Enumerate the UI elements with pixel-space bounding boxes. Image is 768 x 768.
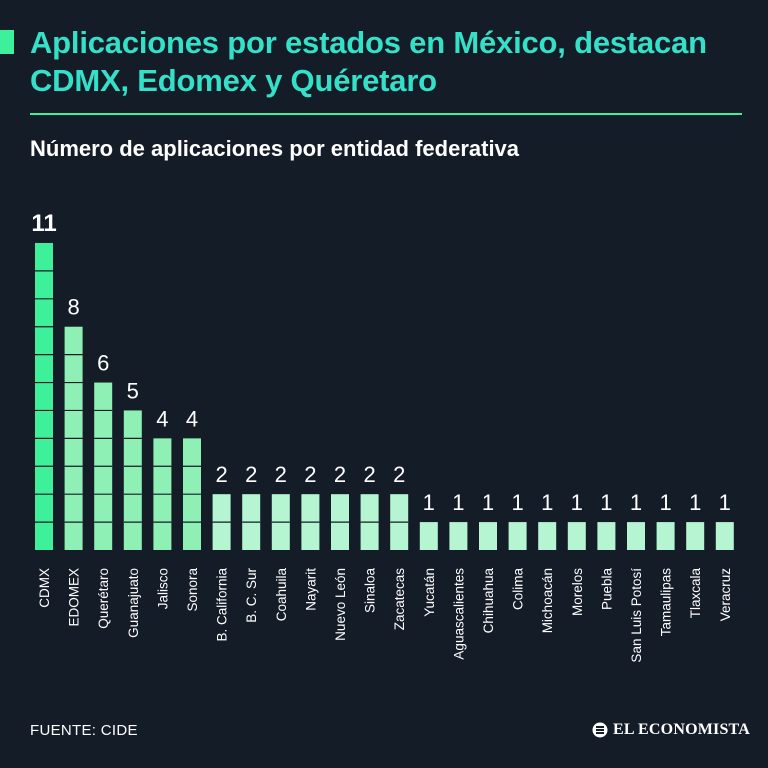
category-label-puebla: Puebla [599, 568, 614, 611]
bar-puebla [597, 522, 616, 550]
brand-icon [592, 722, 608, 738]
category-label-sonora: Sonora [185, 568, 200, 612]
category-label-edomex: EDOMEX [67, 568, 82, 627]
value-label-b-california: 2 [215, 462, 227, 487]
brand-name: EL ECONOMISTA [613, 721, 750, 738]
category-label-san-luis-potos-: San Luis Potosí [629, 568, 644, 663]
source-note: FUENTE: CIDE [30, 722, 138, 739]
category-label-michoac-n: Michoacán [540, 568, 555, 633]
value-label-cdmx: 11 [31, 210, 56, 237]
category-label-b-c-sur: B. C. Sur [244, 567, 259, 622]
category-label-morelos: Morelos [570, 568, 585, 616]
value-label-guanajuato: 5 [127, 378, 139, 403]
bar-tlaxcala [686, 522, 705, 550]
bar-morelos [567, 522, 586, 550]
value-label-sonora: 4 [186, 406, 198, 431]
bar-michoac-n [538, 522, 557, 550]
bar-chihuahua [479, 522, 497, 550]
bar-cdmx [35, 243, 53, 550]
category-label-yucat-n: Yucatán [422, 568, 437, 617]
value-label-tlaxcala: 1 [689, 490, 701, 515]
category-label-veracruz: Veracruz [718, 568, 733, 622]
category-label-guanajuato: Guanajuato [126, 568, 141, 638]
category-label-sinaloa: Sinaloa [363, 568, 378, 614]
value-label-morelos: 1 [571, 490, 583, 515]
category-label-nayarit: Nayarit [303, 568, 318, 611]
value-label-edomex: 8 [67, 295, 79, 320]
page-title: Aplicaciones por estados en México, dest… [30, 25, 707, 98]
value-label-aguascalientes: 1 [452, 490, 464, 515]
value-label-jalisco: 4 [156, 406, 168, 431]
category-label-cdmx: CDMX [37, 568, 52, 608]
value-label-quer-taro: 6 [97, 351, 109, 376]
value-label-yucat-n: 1 [423, 490, 435, 515]
value-label-nayarit: 2 [304, 462, 316, 487]
value-label-colima: 1 [511, 490, 523, 515]
category-label-b-california: B. California [215, 568, 230, 642]
category-label-nuevo-le-n: Nuevo León [333, 568, 348, 641]
value-label-michoac-n: 1 [541, 490, 553, 515]
value-label-chihuahua: 1 [482, 490, 494, 515]
chart-subtitle: Número de aplicaciones por entidad feder… [30, 136, 520, 161]
value-label-tamaulipas: 1 [659, 490, 671, 515]
category-label-zacatecas: Zacatecas [392, 568, 407, 631]
category-label-tamaulipas: Tamaulipas [659, 568, 674, 637]
category-label-jalisco: Jalisco [155, 568, 170, 609]
value-label-zacatecas: 2 [393, 462, 405, 487]
bar-yucat-n [419, 522, 438, 550]
category-label-tlaxcala: Tlaxcala [688, 568, 703, 619]
category-label-coahuila: Coahuila [274, 568, 289, 622]
title-accent-marker [0, 30, 14, 54]
category-label-quer-taro: Querétaro [96, 568, 111, 629]
value-label-puebla: 1 [600, 490, 612, 515]
title-divider [30, 113, 742, 115]
value-label-b-c-sur: 2 [245, 462, 257, 487]
brand-logo: EL ECONOMISTA [592, 721, 750, 739]
value-label-veracruz: 1 [719, 490, 731, 515]
bar-guanajuato [123, 410, 142, 550]
value-label-sinaloa: 2 [363, 462, 375, 487]
bar-tamaulipas [656, 522, 675, 550]
value-label-nuevo-le-n: 2 [334, 462, 346, 487]
value-label-san-luis-potos-: 1 [630, 490, 642, 515]
value-label-coahuila: 2 [275, 462, 287, 487]
category-label-colima: Colima [511, 568, 526, 611]
bar-san-luis-potos- [627, 522, 645, 550]
bar-colima [508, 522, 527, 550]
category-label-aguascalientes: Aguascalientes [451, 568, 466, 660]
bar-veracruz [715, 522, 734, 550]
category-label-chihuahua: Chihuahua [481, 568, 496, 634]
bar-aguascalientes [449, 522, 468, 550]
